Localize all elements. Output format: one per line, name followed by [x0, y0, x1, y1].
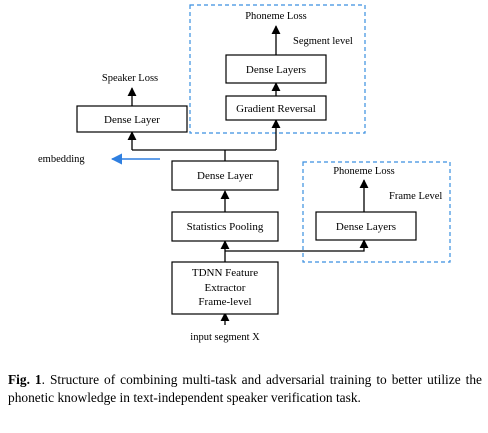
phoneme-loss-segment-label: Phoneme Loss	[245, 11, 307, 22]
frame-level-label: Frame Level	[389, 191, 442, 202]
frame-level-group	[302, 161, 451, 263]
input-label: input segment X	[190, 332, 260, 343]
dense-layers-frame-label: Dense Layers	[336, 221, 396, 233]
dense-layer-mid-box: Dense Layer	[171, 160, 279, 191]
dense-layers-segment-box: Dense Layers	[225, 54, 327, 84]
statistics-pooling-label: Statistics Pooling	[187, 221, 264, 233]
architecture-diagram: TDNN Feature Extractor Frame-level Stati…	[38, 4, 451, 343]
figure-label: Fig. 1	[8, 372, 42, 387]
embedding-label: embedding	[38, 154, 85, 165]
connectors	[127, 25, 369, 325]
dense-layer-mid-label: Dense Layer	[197, 170, 253, 182]
gradient-reversal-box: Gradient Reversal	[225, 95, 327, 121]
dense-layer-speaker-box: Dense Layer	[76, 105, 188, 133]
figure-caption: Fig. 1. Structure of combining multi-tas…	[8, 371, 482, 407]
dense-layers-frame-box: Dense Layers	[315, 211, 417, 241]
statistics-pooling-box: Statistics Pooling	[171, 211, 279, 242]
caption-text: . Structure of combining multi-task and …	[8, 372, 482, 405]
phoneme-loss-frame-label: Phoneme Loss	[333, 166, 395, 177]
tdnn-line-3: Frame-level	[198, 296, 251, 308]
tdnn-line-2: Extractor	[205, 282, 246, 294]
speaker-loss-label: Speaker Loss	[102, 73, 158, 84]
segment-level-group	[189, 4, 366, 134]
dense-layers-segment-label: Dense Layers	[246, 64, 306, 76]
gradient-reversal-label: Gradient Reversal	[236, 103, 316, 115]
segment-level-label: Segment level	[293, 36, 353, 47]
dense-layer-speaker-label: Dense Layer	[104, 114, 160, 126]
tdnn-box: TDNN Feature Extractor Frame-level	[171, 261, 279, 315]
tdnn-line-1: TDNN Feature	[192, 267, 258, 279]
